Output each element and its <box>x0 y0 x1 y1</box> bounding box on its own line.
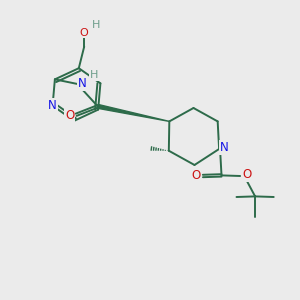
Text: N: N <box>77 77 86 90</box>
Text: O: O <box>80 28 88 38</box>
Text: N: N <box>48 99 57 112</box>
Polygon shape <box>98 104 169 122</box>
Text: O: O <box>191 169 200 182</box>
Text: H: H <box>90 70 98 80</box>
Text: O: O <box>242 168 251 181</box>
Text: N: N <box>220 141 229 154</box>
Text: O: O <box>65 109 74 122</box>
Text: H: H <box>92 20 100 30</box>
